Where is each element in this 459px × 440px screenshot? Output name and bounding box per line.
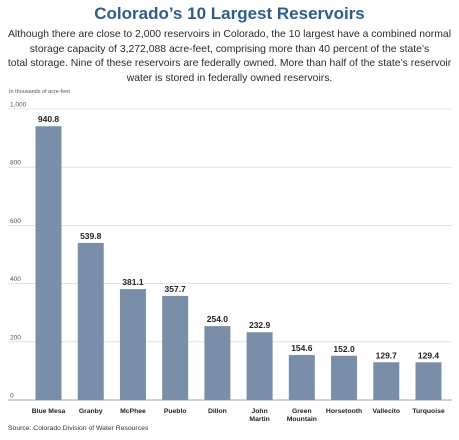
bar <box>204 326 231 400</box>
bar-value-label: 254.0 <box>207 314 229 324</box>
x-category-label: Vallecito <box>372 408 400 415</box>
x-category-label: Dillon <box>208 408 227 415</box>
y-tick-label: 1,000 <box>10 102 27 109</box>
description-line: storage capacity of 3,272,088 acre-feet,… <box>29 43 430 55</box>
bar <box>373 362 400 400</box>
chart-title: Colorado’s 10 Largest Reservoirs <box>94 4 365 23</box>
chart-description: Although there are close to 2,000 reserv… <box>6 28 453 86</box>
bar <box>331 355 358 400</box>
bar <box>246 332 273 400</box>
source-note: Source: Colorado Division of Water Resou… <box>8 425 149 432</box>
bar-value-label: 381.1 <box>122 277 144 287</box>
bar-value-label: 940.8 <box>38 114 60 124</box>
bar-value-label: 152.0 <box>333 344 355 354</box>
bar <box>288 355 315 400</box>
x-category-label: Horsetooth <box>326 408 362 415</box>
description-line: total storage. Nine of these reservoirs … <box>7 58 452 69</box>
y-tick-label: 800 <box>10 160 21 167</box>
x-category-label: McPhee <box>120 408 146 415</box>
y-tick-label: 0 <box>10 393 14 400</box>
x-category-label: Green Mountain <box>287 408 317 423</box>
bar-value-label: 129.7 <box>376 350 398 360</box>
y-tick-label: 200 <box>10 334 21 341</box>
bar-value-label: 357.7 <box>165 284 187 294</box>
x-category-label: Pueblo <box>164 408 187 415</box>
y-tick-label: 400 <box>10 276 21 283</box>
x-category-label: Blue Mesa <box>32 408 66 415</box>
description-line: Although there are close to 2,000 reserv… <box>7 29 451 40</box>
bar-value-label: 129.4 <box>418 350 440 360</box>
y-tick-label: 600 <box>10 218 21 225</box>
bar-value-label: 232.9 <box>249 320 271 330</box>
bar <box>77 242 104 400</box>
bar <box>415 362 442 400</box>
x-category-label: Turquoise <box>412 408 445 415</box>
bar <box>162 295 189 400</box>
y-axis-unit-label: In thousands of acre-feet <box>9 89 70 95</box>
x-category-label: John Martin <box>249 408 269 423</box>
bar-value-label: 154.6 <box>291 343 313 353</box>
bar <box>119 289 146 400</box>
x-category-label: Granby <box>79 408 103 415</box>
description-line: water is stored in federally owned reser… <box>126 72 333 84</box>
bar-value-label: 539.8 <box>80 231 102 241</box>
bar <box>35 126 62 400</box>
